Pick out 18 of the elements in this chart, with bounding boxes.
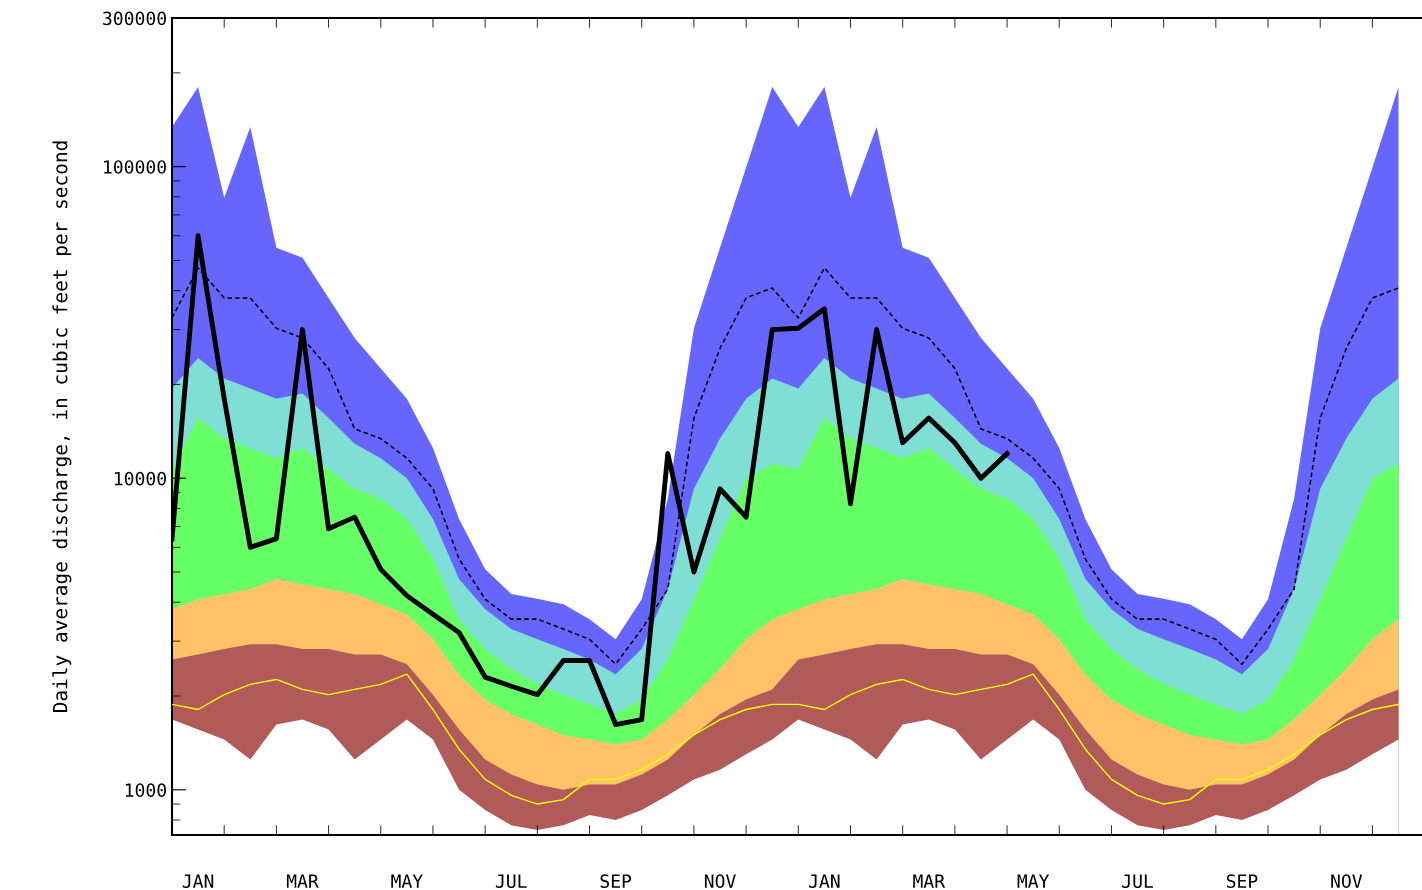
x-tick-label: SEP [600, 874, 632, 888]
y-tick-label: 100000 [104, 160, 166, 174]
y-tick-label: 1000 [125, 783, 166, 797]
x-tick-label: JUL [1122, 874, 1154, 888]
line-series [172, 673, 1400, 805]
x-tick-label: JAN [182, 874, 214, 888]
y-tick-label: 10000 [114, 471, 166, 486]
y-axis-title: Daily average discharge, in cubic feet per second [52, 141, 72, 712]
x-tick-label: MAY [391, 874, 423, 888]
x-tick-label: MAR [286, 874, 319, 888]
x-tick-label: NOV [1331, 874, 1363, 888]
x-tick-label: JUL [495, 874, 527, 888]
y-tick-label: 300000 [103, 11, 166, 26]
x-tick-label: NOV [704, 874, 736, 888]
x-tick-label: SEP [1226, 874, 1258, 888]
x-tick-label: JAN [809, 874, 840, 888]
x-tick-label: MAR [913, 874, 946, 888]
x-tick-label: MAY [1017, 874, 1050, 888]
